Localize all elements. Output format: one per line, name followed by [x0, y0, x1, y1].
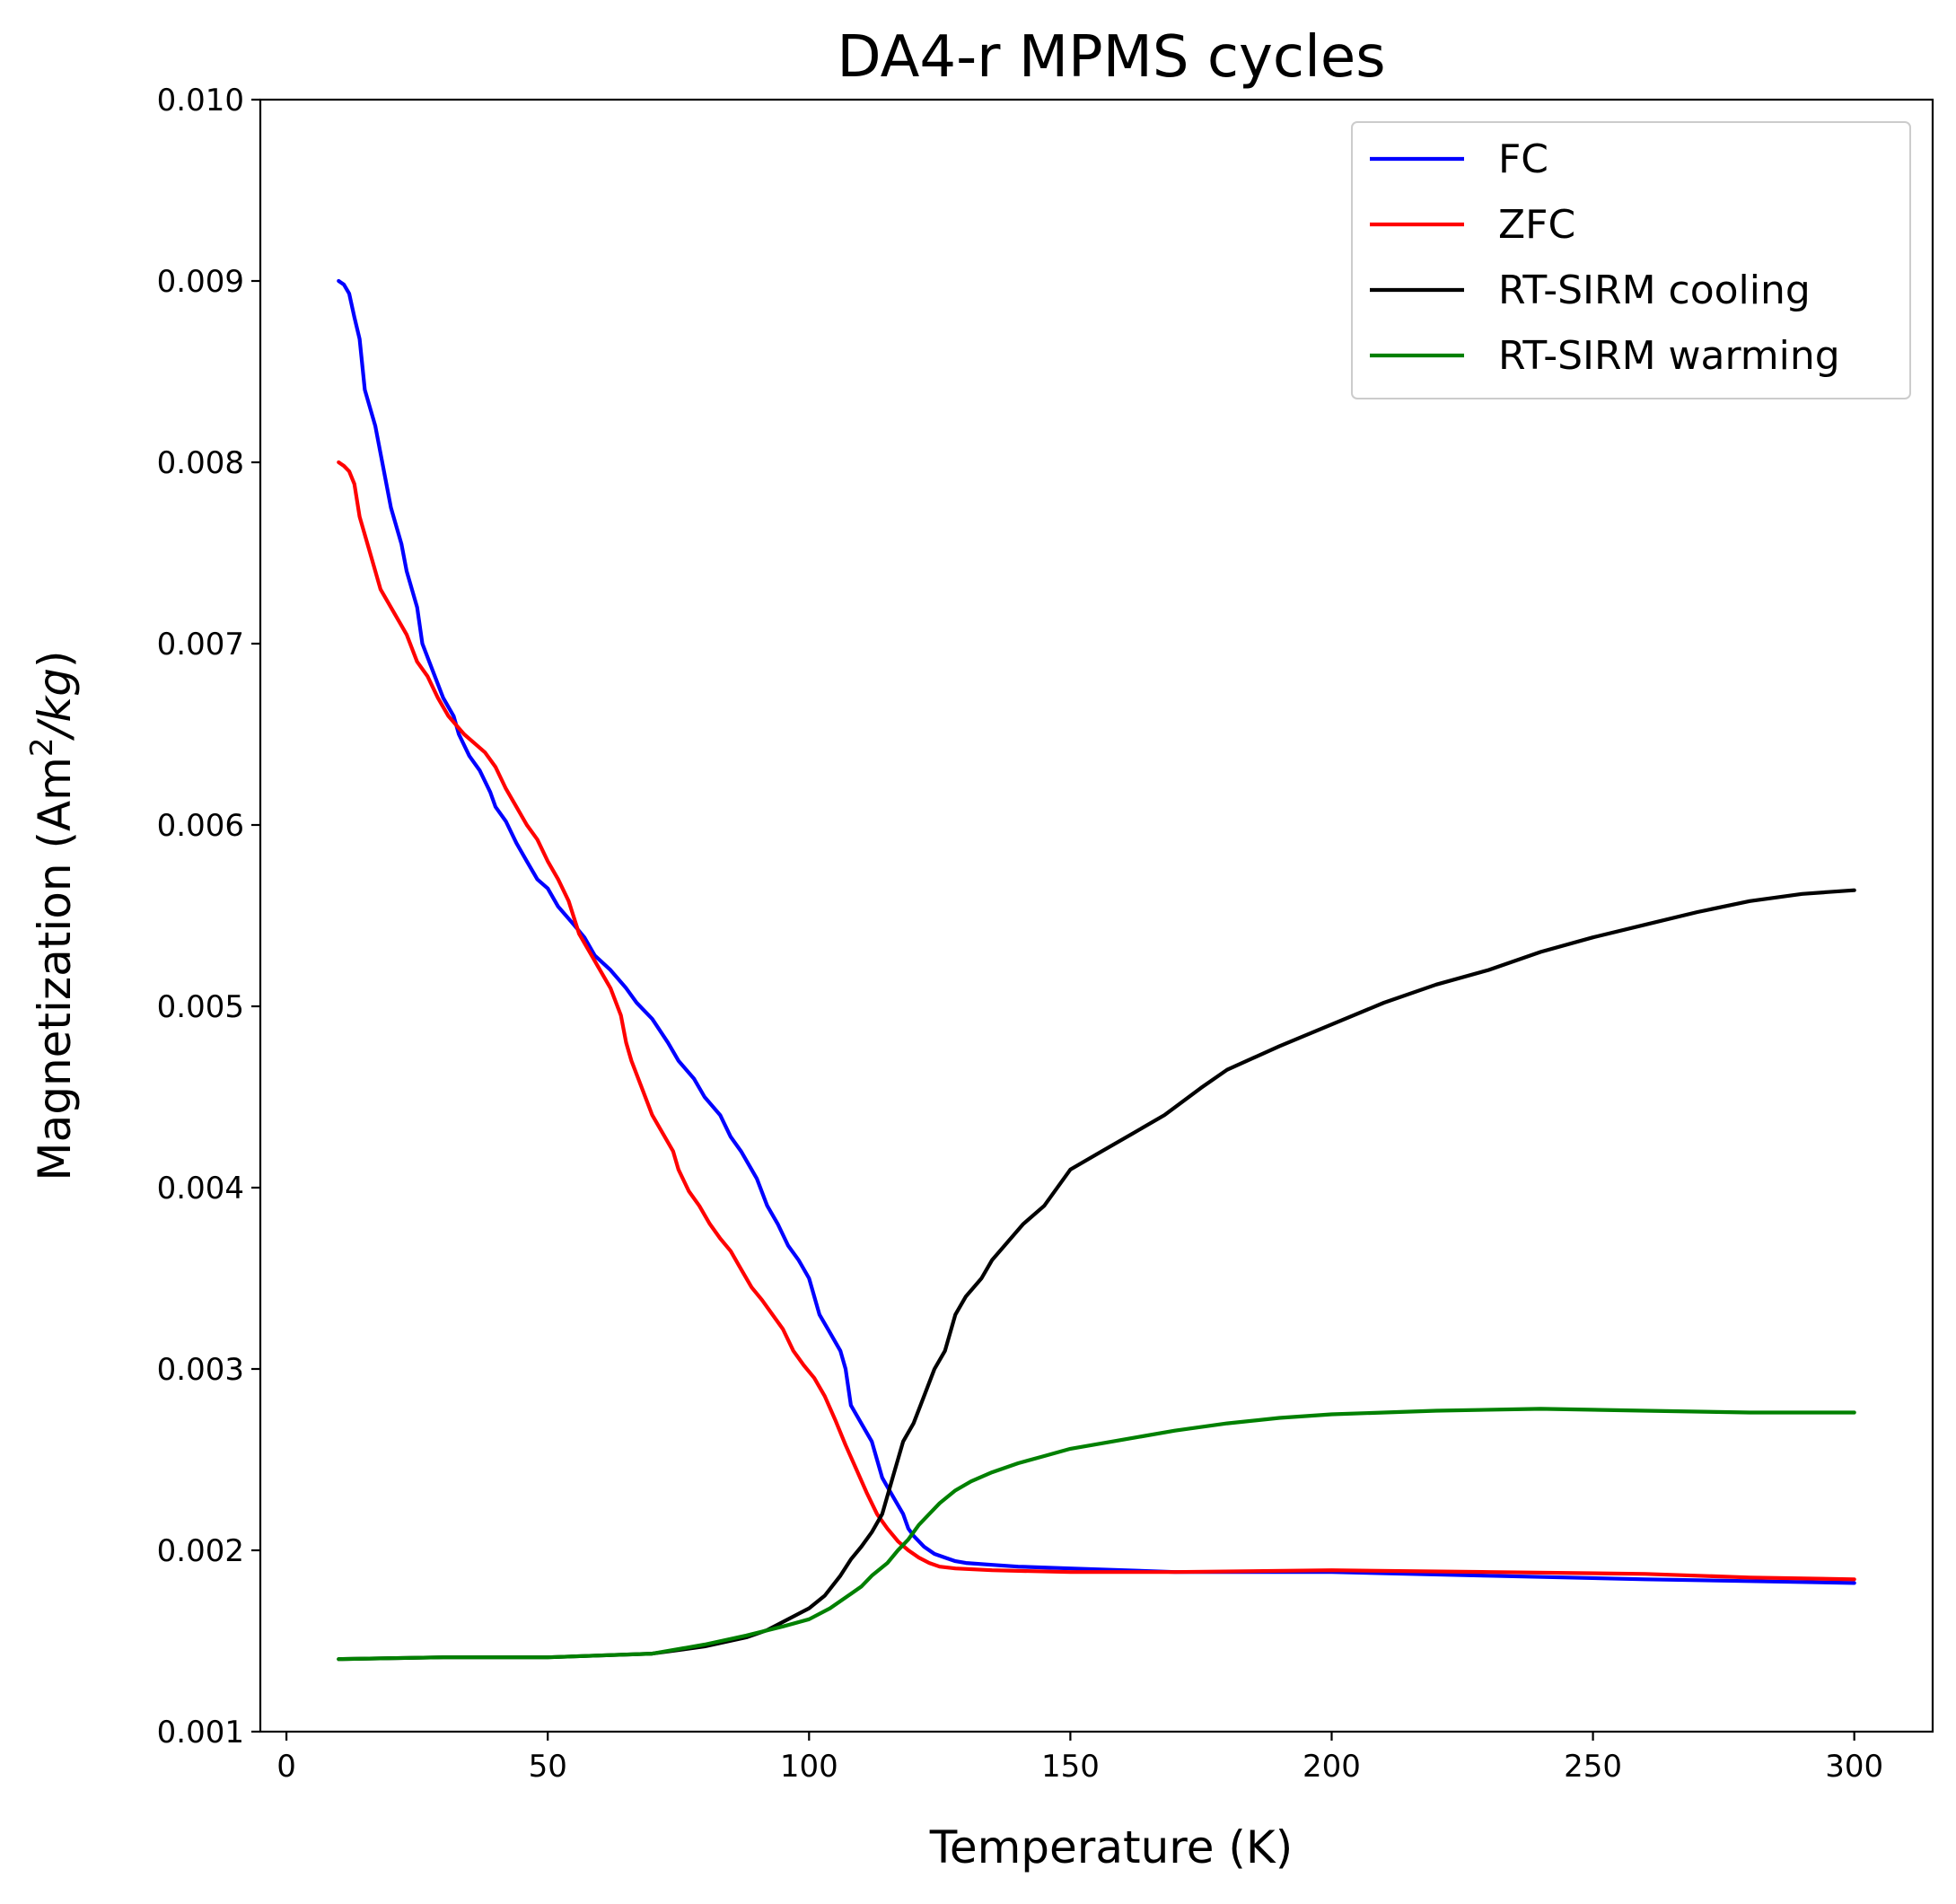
x-tick-label: 300	[1825, 1749, 1883, 1785]
x-axis-ticks: 0 50 100 150 200 250 300	[276, 1732, 1883, 1785]
y-tick-label: 0.009	[157, 264, 244, 300]
legend: FC ZFC RT-SIRM cooling RT-SIRM warming	[1351, 121, 1911, 399]
y-tick-label: 0.005	[157, 989, 244, 1025]
x-tick-label: 250	[1564, 1749, 1622, 1785]
y-tick-label: 0.007	[157, 627, 244, 662]
legend-label: ZFC	[1498, 202, 1575, 248]
legend-box	[1351, 121, 1911, 399]
x-axis-label: Temperature (K)	[929, 1821, 1293, 1873]
x-tick-label: 100	[780, 1749, 838, 1785]
series-line-rt-sirm-cooling	[337, 888, 1856, 1662]
y-tick-label: 0.001	[157, 1715, 244, 1750]
x-tick-label: 150	[1041, 1749, 1100, 1785]
x-tick-label: 50	[529, 1749, 567, 1785]
x-tick-label: 0	[276, 1749, 296, 1785]
legend-label: RT-SIRM cooling	[1498, 268, 1811, 313]
y-axis-label-units: /kg	[29, 668, 81, 741]
y-axis-label-main: Magnetization (Am	[29, 757, 81, 1180]
y-tick-label: 0.010	[157, 83, 244, 118]
y-axis-label-close: )	[29, 650, 81, 668]
plot-area: 0 50 100 150 200 250 300 0.0010.0020.0030.0040…	[157, 83, 1934, 1785]
series-line-fc	[337, 278, 1856, 1585]
y-tick-label: 0.004	[157, 1171, 244, 1206]
y-tick-label: 0.008	[157, 445, 244, 481]
plot-frame	[259, 98, 1934, 1733]
y-axis-ticks: 0.001 0.002 0.003 0.004 0.005 0.006 0.007 0.008…	[157, 83, 260, 1750]
y-tick-label: 0.006	[157, 808, 244, 844]
series-line-rt-sirm-warming	[337, 1407, 1856, 1662]
legend-label: FC	[1498, 136, 1548, 182]
chart-title: DA4-r MPMS cycles	[837, 24, 1385, 91]
y-tick-label: 0.003	[157, 1352, 244, 1388]
series-group	[337, 278, 1856, 1662]
y-axis-label-superscript: 2	[24, 737, 60, 757]
series-line-zfc	[337, 460, 1856, 1582]
legend-entries: FC ZFC RT-SIRM cooling RT-SIRM warming	[1370, 136, 1840, 379]
x-tick-label: 200	[1303, 1749, 1361, 1785]
y-axis-label: Magnetization (Am2/kg)	[24, 650, 81, 1180]
legend-label: RT-SIRM warming	[1498, 333, 1840, 379]
y-tick-label: 0.002	[157, 1533, 244, 1569]
